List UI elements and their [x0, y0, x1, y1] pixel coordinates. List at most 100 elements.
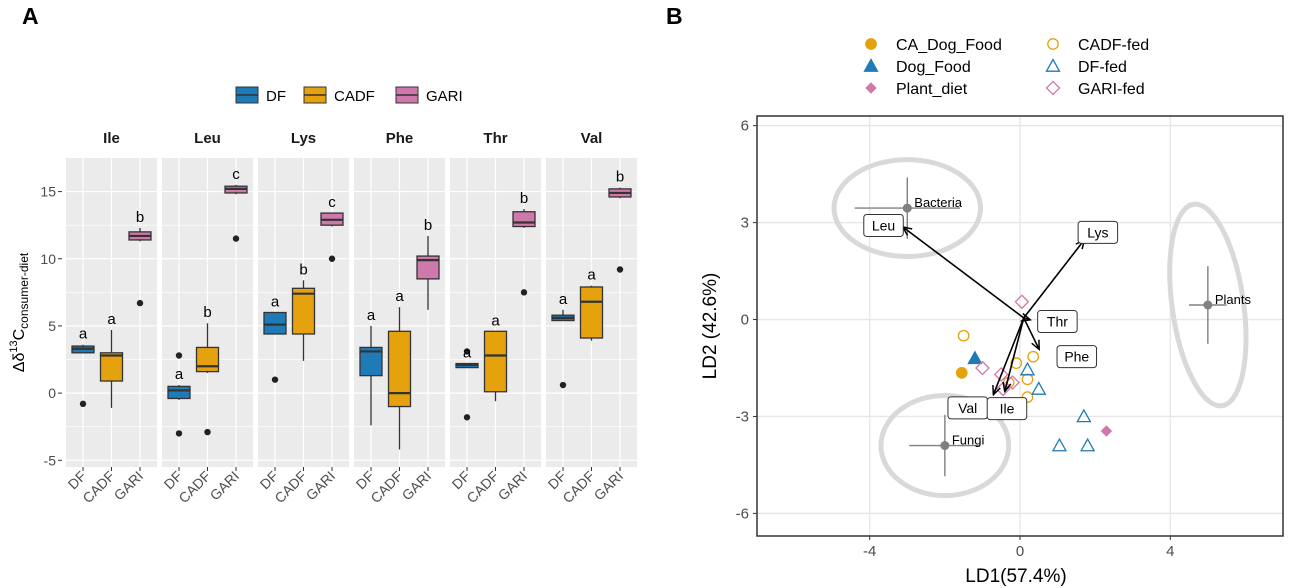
x-tick-label: GARI: [303, 468, 339, 504]
box-gari: c: [224, 166, 248, 242]
legend-marker: [863, 58, 879, 72]
significance-letter: a: [367, 307, 376, 324]
outlier-point: [520, 289, 528, 296]
y-tick-label: -3: [736, 408, 749, 425]
box-cadf: b: [291, 261, 316, 361]
box-gari: b: [608, 169, 632, 273]
outlier-point: [204, 428, 211, 436]
box-iqr: [291, 287, 316, 335]
significance-letter: c: [232, 166, 240, 183]
ellipse-plants: [1167, 201, 1249, 409]
facet-title: Thr: [483, 130, 507, 147]
box-cadf: a: [99, 311, 124, 408]
data-point: [957, 329, 970, 342]
box-iqr: [512, 211, 536, 228]
box-iqr: [195, 346, 220, 373]
y-axis-label: Δδ13Cconsumer-diet: [8, 252, 31, 372]
x-tick-label: GARI: [399, 468, 435, 504]
arrow-label: Ile: [1000, 401, 1015, 417]
facet-title: Val: [581, 130, 603, 147]
legend-label-gari: GARI: [426, 88, 463, 105]
legend-label-cadf: CADF: [334, 88, 375, 105]
lda-panel: CA_Dog_Food Dog_Food Plant_diet CADF-fed DF-…: [700, 37, 1284, 587]
significance-letter: b: [424, 217, 432, 234]
centroid-label: Bacteria: [914, 195, 962, 210]
y-label-sup: 13: [8, 340, 20, 352]
arrow-label: Phe: [1064, 349, 1089, 365]
y-tick-label: 0: [48, 385, 56, 401]
box-iqr: [263, 311, 287, 335]
legend-label: GARI-fed: [1078, 81, 1145, 98]
legend-marker: [865, 82, 877, 94]
outlier-point: [136, 299, 144, 307]
y-tick-label: -5: [44, 452, 57, 468]
box-gari: b: [128, 209, 152, 307]
outlier-point: [175, 352, 183, 359]
centroid-point: [1203, 300, 1213, 310]
data-point: [1076, 408, 1092, 423]
box-df: a: [167, 352, 191, 437]
box-cadf: a: [579, 267, 604, 341]
significance-letter: b: [520, 190, 528, 207]
centroid-bacteria: Bacteria: [854, 177, 963, 239]
loading-arrow-ile: Ile: [986, 317, 1028, 421]
box-iqr: [387, 330, 412, 408]
data-point: [955, 366, 968, 379]
legend-marker: [1047, 38, 1059, 50]
legend-label: CA_Dog_Food: [896, 37, 1002, 54]
box-gari: b: [512, 190, 536, 296]
y-label-c: C: [11, 329, 28, 341]
legend-marker: [1045, 80, 1061, 96]
data-point: [975, 360, 990, 376]
significance-letter: b: [616, 169, 624, 186]
arrow-label-box: [1037, 310, 1078, 334]
arrow-label-box: [1056, 345, 1098, 369]
data-point: [1027, 350, 1040, 363]
y-tick-label: 0: [741, 312, 749, 329]
loading-arrow-thr: Thr: [1024, 310, 1078, 334]
loading-arrow-lys: Lys: [1023, 220, 1119, 319]
y-tick-label: 6: [741, 118, 749, 135]
panel-label-a: A: [22, 3, 39, 29]
significance-letter: b: [136, 209, 144, 226]
data-point: [993, 367, 1009, 382]
x-tick-label: CADF: [367, 468, 405, 506]
legend-label: Plant_diet: [896, 81, 968, 98]
arrow-line: [994, 317, 1025, 394]
arrow-label: Leu: [872, 217, 895, 233]
data-point: [1100, 425, 1113, 437]
x-tick-label: CADF: [79, 468, 117, 506]
outlier-point: [463, 348, 471, 355]
centroid-point: [902, 203, 912, 213]
arrow-line: [1023, 240, 1084, 319]
legend: CA_Dog_Food Dog_Food Plant_diet CADF-fed DF-…: [863, 37, 1149, 98]
box-cadf: a: [483, 312, 508, 402]
significance-letter: a: [491, 312, 500, 329]
significance-letter: a: [559, 291, 568, 308]
box-iqr: [167, 385, 191, 400]
arrow-line: [1005, 317, 1025, 391]
data-point: [1031, 381, 1047, 395]
significance-letter: b: [299, 261, 307, 278]
facet-title: Leu: [194, 130, 221, 147]
x-tick-label: CADF: [175, 468, 213, 506]
centroid-label: Plants: [1215, 292, 1252, 307]
outlier-point: [328, 255, 336, 262]
x-tick-label: 0: [1016, 543, 1024, 560]
box-iqr: [359, 346, 383, 377]
legend-label: CADF-fed: [1078, 37, 1149, 54]
y-label-main: Δδ: [11, 353, 28, 373]
centroid-plants: Plants: [1189, 266, 1251, 344]
legend-label: DF-fed: [1078, 59, 1127, 76]
loading-arrow-phe: Phe: [1023, 317, 1098, 369]
significance-letter: a: [271, 294, 280, 311]
box-iqr: [579, 286, 604, 339]
outlier-point: [175, 430, 183, 437]
facet-title: Ile: [103, 130, 120, 147]
y-tick-label: 5: [48, 318, 56, 334]
box-df: a: [455, 345, 479, 421]
significance-letter: c: [328, 194, 336, 211]
